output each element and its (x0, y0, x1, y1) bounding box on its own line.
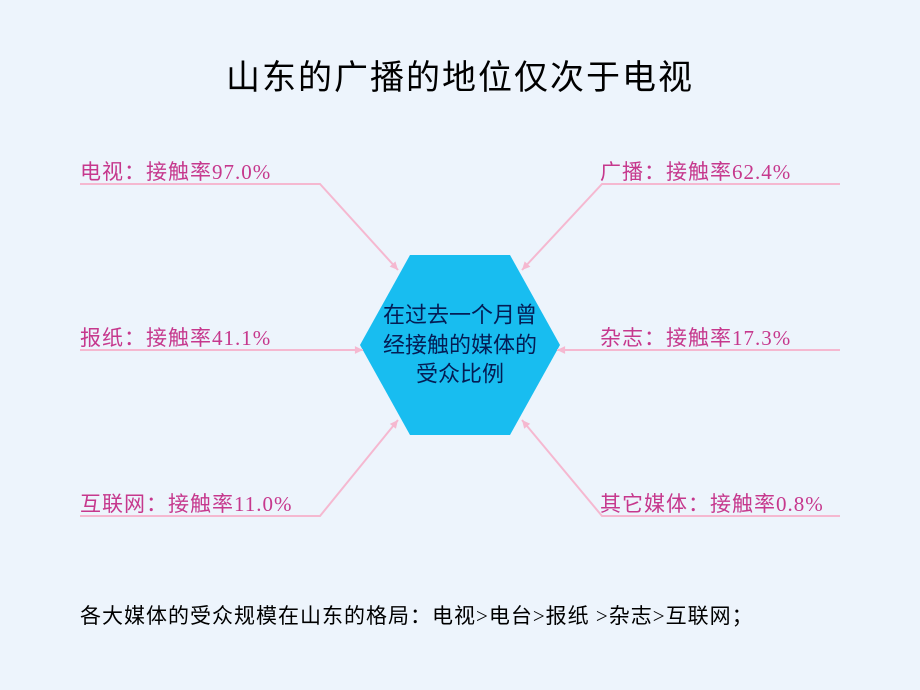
media-label-internet: 互联网：接触率11.0% (80, 488, 292, 518)
media-label-tv: 电视：接触率97.0% (80, 156, 271, 186)
media-label-other: 其它媒体：接触率0.8% (600, 488, 824, 518)
media-label-paper: 报纸：接触率41.1% (80, 322, 271, 352)
media-label-radio: 广播：接触率62.4% (600, 156, 791, 186)
media-label-magazine: 杂志：接触率17.3% (600, 322, 791, 352)
